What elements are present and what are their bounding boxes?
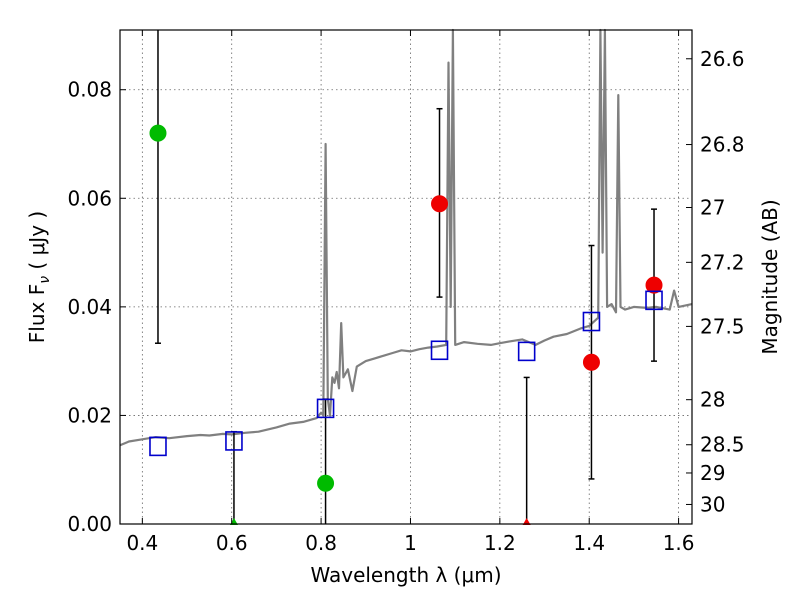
model-point [582,311,601,332]
magnitude-tick-label: 28 [700,388,725,412]
x-tick-label: 1.4 [573,531,605,555]
x-tick-label: 0.8 [305,531,337,555]
near-ir-upper-limit [522,518,531,525]
x-tick-label: 1.2 [484,531,516,555]
x-tick-label: 1.6 [663,531,695,555]
model-point [645,290,663,311]
near-ir-point [431,195,449,213]
x-tick-label: 0.6 [216,531,248,555]
magnitude-tick-label: 26.8 [700,133,745,157]
model-point [316,398,335,419]
y-tick-label: 0.06 [67,186,112,210]
y-tick-label: 0.00 [67,512,112,536]
x-axis-label: Wavelength λ (μm) [310,563,501,587]
x-axis: 0.4 0.6 0.8 1 1.2 1.4 1.6 [126,30,695,555]
x-tick-label: 1 [404,531,417,555]
magnitude-tick-label: 29 [700,461,725,485]
y-tick-label: 0.08 [67,78,112,102]
plot-frame [119,29,693,525]
optical-point [149,124,167,142]
magnitude-tick-label: 28.5 [700,433,745,457]
model-point [225,431,243,451]
y-tick-label: 0.02 [67,403,112,427]
magnitude-axis: 26.6 26.8 27 27.2 27.5 28 28.5 29 30 [686,47,745,516]
near-ir-point [645,276,663,294]
near-ir-point [582,353,600,371]
model-point [149,436,167,457]
model-point [430,340,449,361]
optical-point [317,474,335,492]
x-tick-label: 0.4 [126,531,158,555]
magnitude-tick-label: 26.6 [700,47,745,71]
magnitude-tick-label: 27.5 [700,314,745,338]
model-point [517,341,536,362]
y-tick-label: 0.04 [67,295,112,319]
plot-area [119,28,693,525]
magnitude-tick-label: 30 [700,492,725,516]
magnitude-axis-label: Magnitude (AB) [758,199,782,354]
y-axis: 0.00 0.02 0.04 0.06 0.08 [67,78,126,536]
spectrum-line [119,28,693,447]
y-axis-label: Flux Fν ( μJy ) [25,211,53,343]
magnitude-tick-label: 27.2 [700,250,745,274]
magnitude-tick-label: 27 [700,196,725,220]
